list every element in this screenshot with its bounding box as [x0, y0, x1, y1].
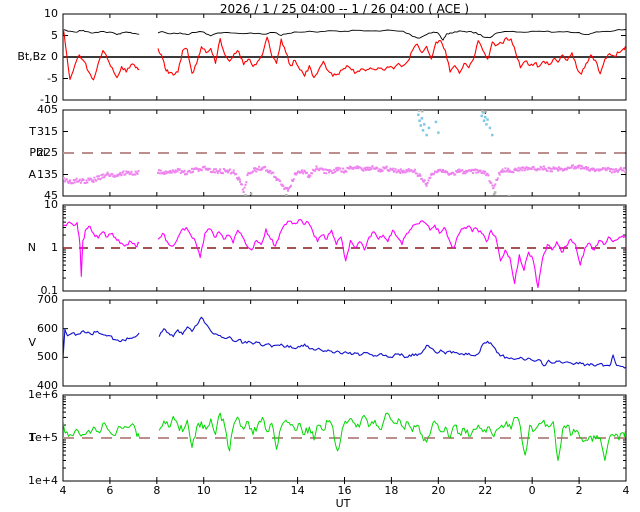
y-axis-unit-phi: T [29, 124, 36, 138]
x-tick-label: 6 [106, 484, 114, 497]
y-tick-label-mag: 5 [51, 28, 58, 42]
x-tick-label: 4 [622, 484, 630, 497]
panel-temp-data [63, 412, 626, 461]
y-tick-label-phi: 315 [37, 124, 58, 138]
x-tick-label: 10 [196, 484, 211, 497]
bz-line [157, 36, 626, 79]
bt-line [63, 29, 140, 36]
x-tick-label: 4 [59, 484, 67, 497]
y-axis-unit-density: N [27, 241, 36, 254]
panel-mag-data [63, 27, 626, 81]
y-tick-label-phi: 405 [37, 103, 58, 116]
y-tick-label-phi: 45 [44, 189, 58, 202]
x-tick-label: 18 [384, 484, 399, 497]
phi_high-points [417, 111, 494, 137]
y-tick-label-density: 10 [44, 198, 58, 211]
y-tick-label-speed: 500 [37, 350, 58, 364]
y-tick-label-mag: 10 [44, 7, 58, 20]
y-tick-label-speed: 700 [37, 293, 58, 306]
y-axis-unit-phi: A [28, 167, 36, 181]
y-tick-label-speed: 400 [37, 379, 58, 392]
panel-phi-data [63, 110, 626, 196]
phi-dots [63, 164, 626, 193]
panel-temp-axes [62, 394, 627, 484]
temp-line [63, 418, 140, 438]
y-tick-label-phi: 225 [37, 146, 58, 159]
y-axis-unit-speed: V [28, 336, 36, 349]
y-tick-label-temp: 1e+5 [28, 431, 58, 444]
y-tick-label-mag: 0 [51, 50, 58, 63]
bz-line [63, 27, 140, 81]
y-tick-label-temp: 1e+6 [28, 388, 58, 401]
density-line [63, 221, 140, 277]
x-tick-label: 16 [337, 484, 352, 497]
x-axis-title: UT [335, 497, 351, 510]
speed-line [158, 316, 626, 369]
x-tick-label: 20 [431, 484, 446, 497]
x-tick-label: 22 [478, 484, 493, 497]
y-tick-label-mag: -10 [40, 93, 58, 106]
bt-line [157, 29, 626, 41]
speed-line [63, 328, 140, 360]
panel-speed-axes [62, 299, 627, 387]
y-tick-label-speed: 600 [37, 321, 58, 335]
y-axis-unit-mag: Bt,Bz [17, 50, 46, 63]
y-tick-label-temp: 1e+4 [28, 474, 58, 487]
x-tick-label: 14 [290, 484, 305, 497]
x-tick-label: 0 [528, 484, 536, 497]
y-axis-unit-temp: T [29, 431, 36, 444]
x-tick-label: 12 [243, 484, 258, 497]
temp-line [158, 412, 626, 461]
x-tick-label: 8 [153, 484, 161, 497]
plot-title: 2026 / 1 / 25 04:00 -- 1 / 26 04:00 ( AC… [219, 2, 470, 16]
phi_other-points [244, 110, 511, 196]
y-tick-label-phi: 135 [37, 167, 58, 181]
panel-density-data [63, 218, 626, 289]
y-tick-label-density: 0.1 [40, 284, 59, 297]
y-tick-label-density: 1 [51, 241, 58, 254]
panel-speed-data [63, 316, 626, 369]
x-tick-label: 2 [575, 484, 583, 497]
y-axis-unit-phi: Phi [29, 146, 46, 159]
y-tick-label-mag: -5 [47, 71, 58, 85]
density-line [157, 218, 626, 289]
